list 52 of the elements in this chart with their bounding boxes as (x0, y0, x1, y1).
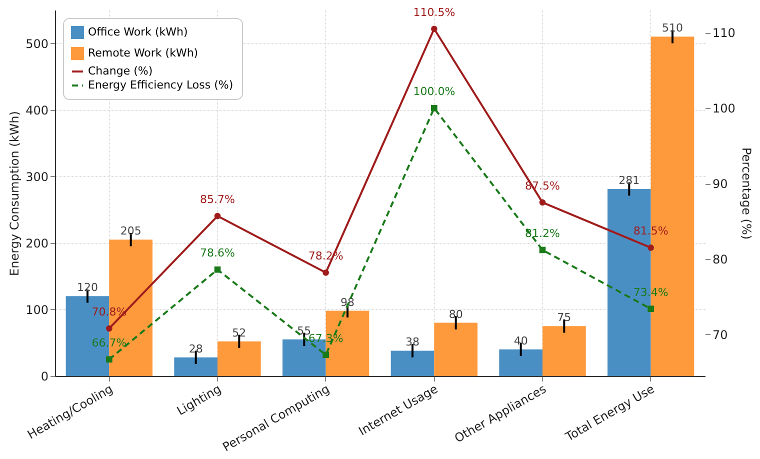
legend-label: Change (%) (88, 64, 153, 78)
y-tick-label: 500 (26, 36, 48, 51)
bar (390, 350, 434, 376)
y2-axis-title: Percentage (%) (739, 147, 754, 240)
point (106, 325, 112, 332)
data-label: 40 (514, 334, 528, 348)
point (648, 306, 654, 312)
point (214, 212, 221, 220)
bar (174, 357, 218, 376)
data-label: 205 (120, 224, 142, 238)
data-label: 80 (448, 308, 463, 321)
legend-label: Office Work (kWh) (88, 26, 188, 38)
data-label: 52 (232, 326, 246, 340)
y2-tick-label: 70 (712, 328, 728, 342)
data-label: 28 (188, 342, 203, 356)
y-tick-label: 300 (26, 170, 48, 184)
legend-label: Remote Work (kWh) (88, 46, 198, 60)
bar (434, 322, 478, 376)
bar (218, 341, 261, 376)
data-label: 75 (557, 311, 572, 324)
data-label: 70.8% (92, 305, 127, 318)
y-axis-title: Energy Consumption (kWh) (8, 111, 22, 276)
data-label: 78.6% (200, 246, 235, 260)
data-label: 120 (77, 281, 98, 294)
point (431, 26, 438, 32)
point (106, 356, 112, 363)
data-label: 85.7% (200, 193, 235, 206)
data-label: 100.0% (413, 85, 456, 98)
bar (542, 326, 586, 376)
y-tick-label: 0 (40, 370, 48, 384)
legend-label: Energy Efficiency Loss (%) (88, 78, 234, 92)
y2-tick-label: 100 (712, 102, 736, 116)
y-tick-label: 200 (26, 236, 48, 250)
y-tick-label: 100 (26, 302, 48, 317)
point (322, 352, 329, 358)
bar (499, 349, 542, 376)
data-label: 110.5% (413, 6, 456, 19)
y2-tick-label: 80 (712, 252, 728, 267)
data-label: 510 (662, 22, 683, 35)
data-label: 66.7% (92, 336, 127, 350)
y-tick-label: 400 (26, 103, 48, 118)
data-label: 38 (406, 336, 420, 349)
point (539, 199, 546, 206)
y2-tick-label: 90 (712, 177, 728, 192)
point (322, 269, 329, 276)
point (214, 266, 221, 273)
point (539, 246, 546, 254)
data-label: 281 (618, 174, 640, 188)
point (648, 244, 654, 251)
y2-tick-label: 110 (712, 26, 736, 40)
point (431, 104, 438, 112)
data-label: 81.2% (525, 226, 560, 240)
